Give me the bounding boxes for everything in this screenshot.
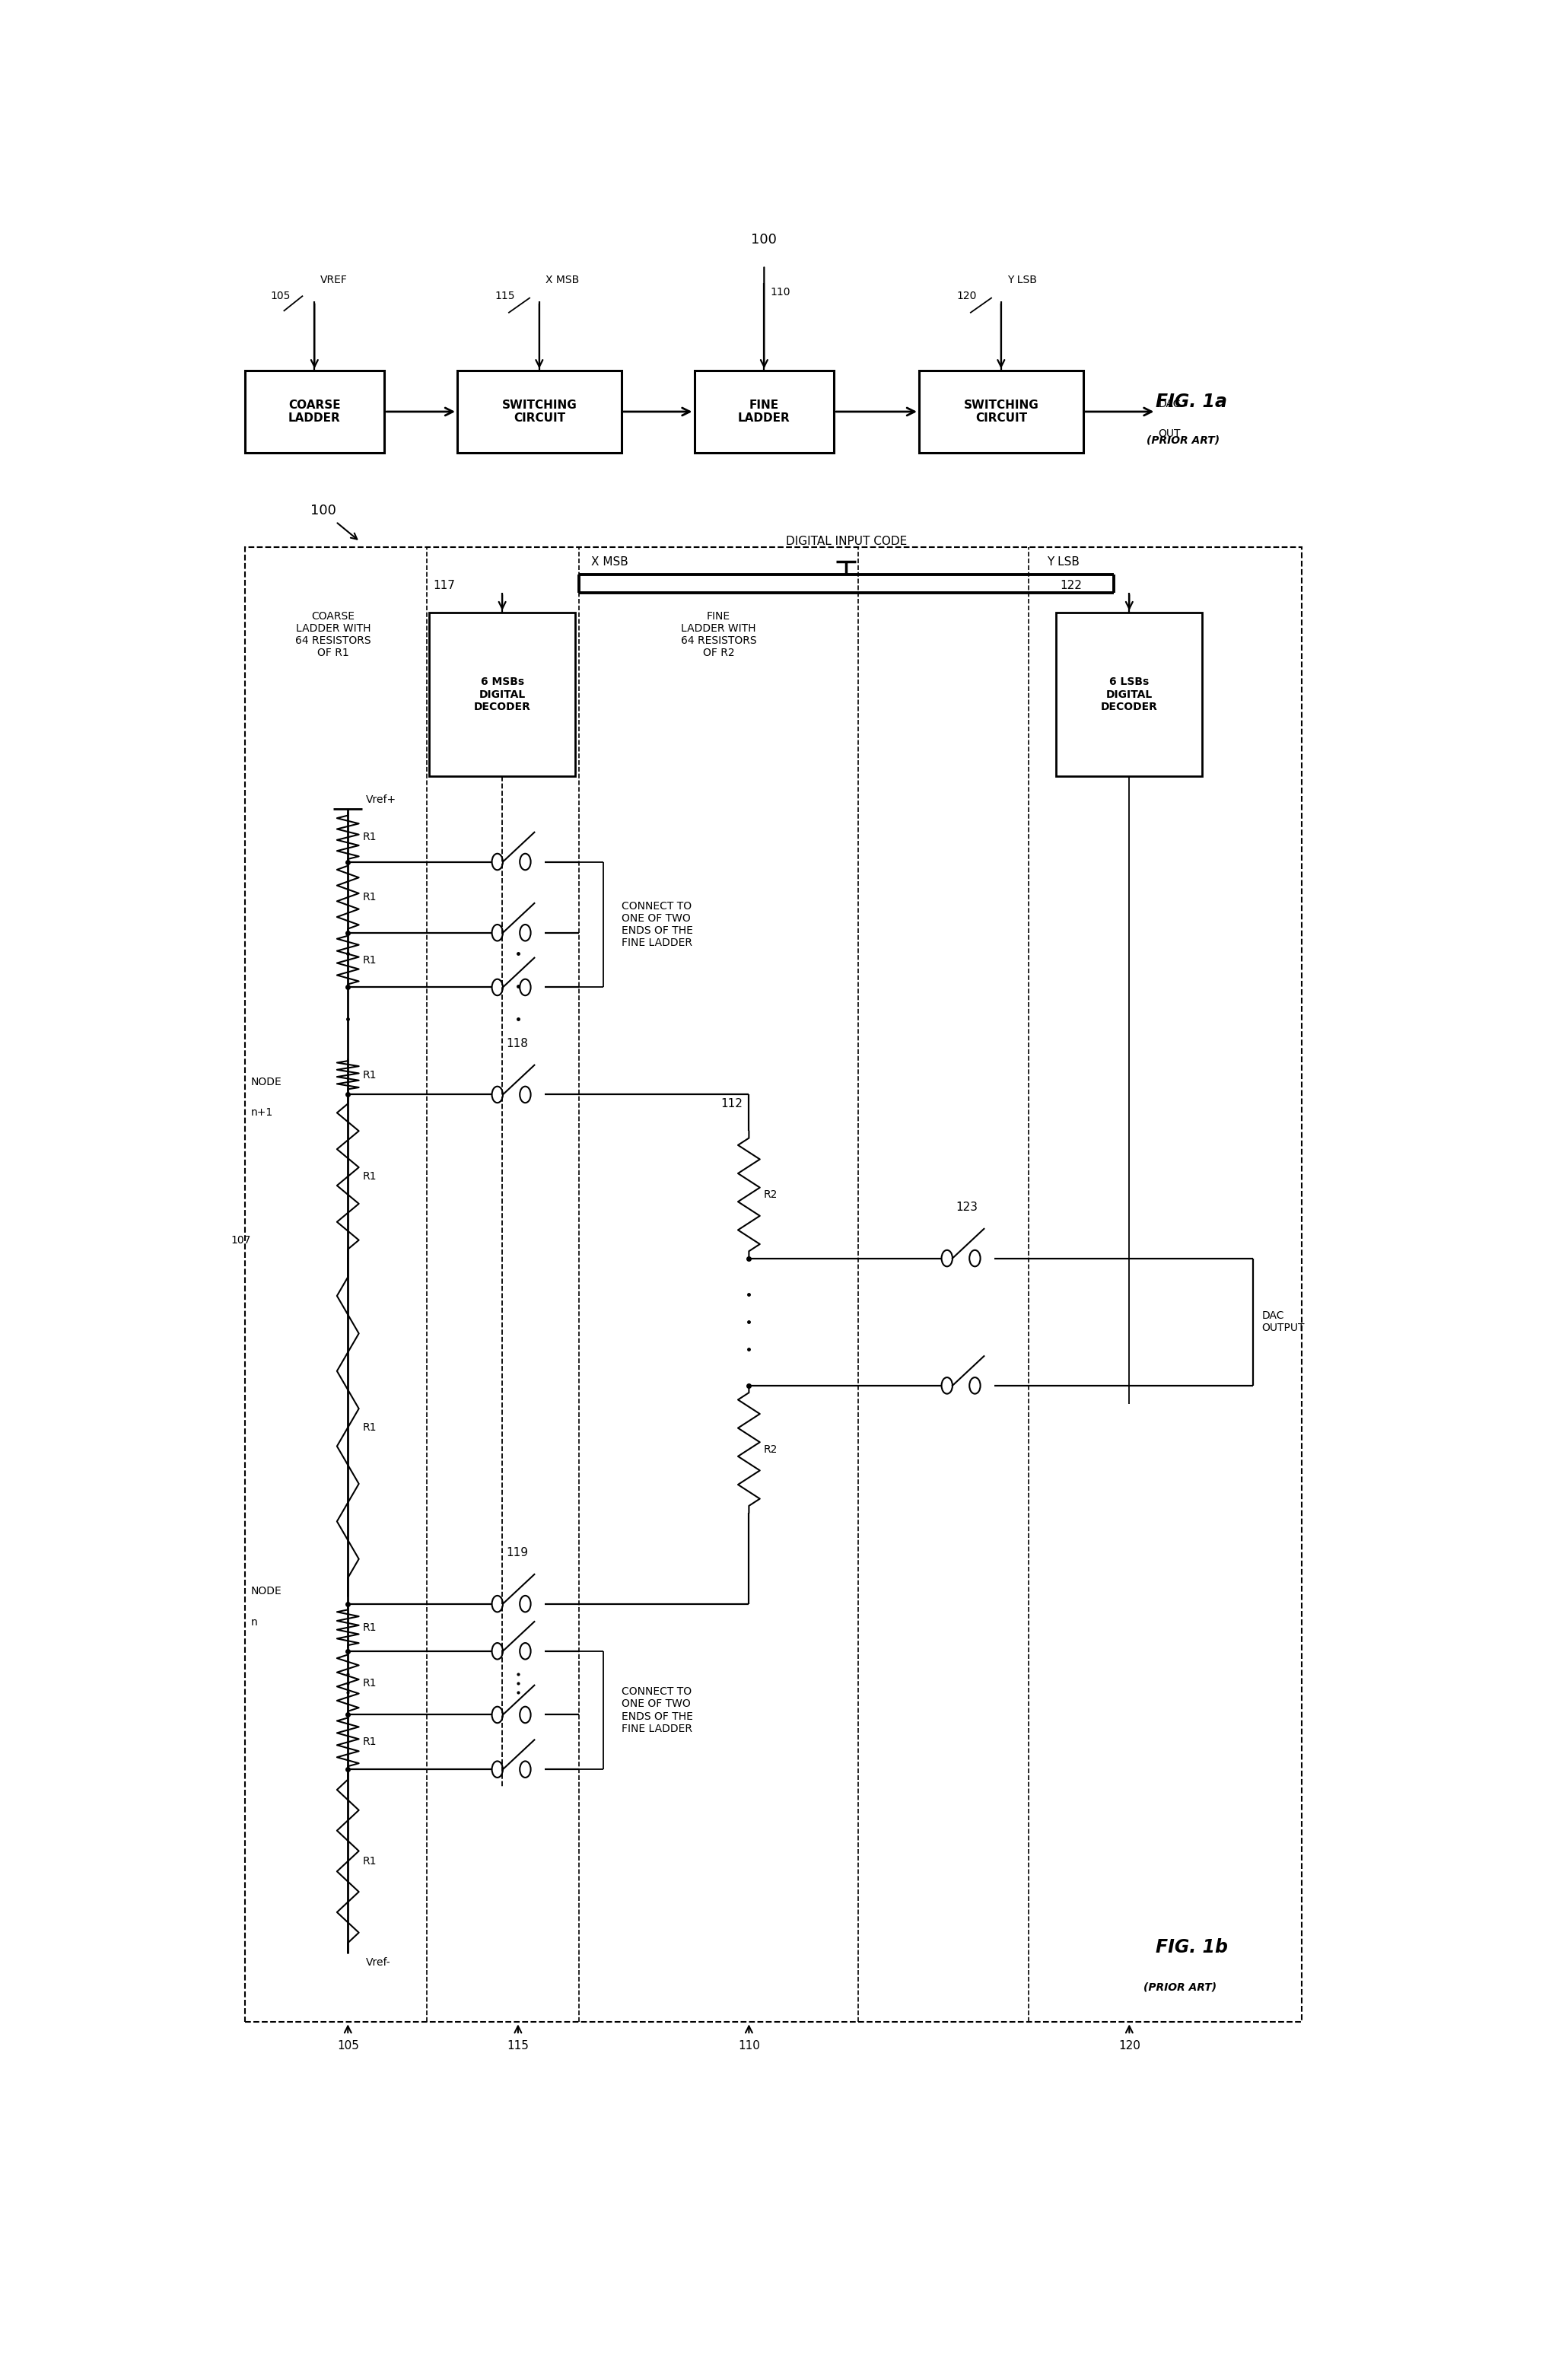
Text: X MSB: X MSB bbox=[546, 274, 579, 286]
Text: 118: 118 bbox=[506, 1037, 528, 1049]
Bar bbox=[695, 371, 834, 454]
Text: SWITCHING
CIRCUIT: SWITCHING CIRCUIT bbox=[502, 399, 577, 425]
Text: COARSE
LADDER: COARSE LADDER bbox=[289, 399, 340, 425]
Text: Y LSB: Y LSB bbox=[1047, 555, 1079, 567]
Text: FINE
LADDER WITH
64 RESISTORS
OF R2: FINE LADDER WITH 64 RESISTORS OF R2 bbox=[681, 612, 756, 659]
Text: 115: 115 bbox=[495, 291, 514, 302]
Text: CONNECT TO
ONE OF TWO
ENDS OF THE
FINE LADDER: CONNECT TO ONE OF TWO ENDS OF THE FINE L… bbox=[621, 1686, 693, 1734]
Text: 6 LSBs
DIGITAL
DECODER: 6 LSBs DIGITAL DECODER bbox=[1101, 678, 1157, 711]
Text: 112: 112 bbox=[721, 1098, 743, 1110]
Bar bbox=[430, 612, 575, 777]
Text: R1: R1 bbox=[362, 1172, 376, 1181]
Text: DAC
OUTPUT: DAC OUTPUT bbox=[1262, 1311, 1305, 1335]
Text: R2: R2 bbox=[764, 1190, 778, 1200]
Text: 110: 110 bbox=[739, 2041, 760, 2053]
Text: 100: 100 bbox=[751, 234, 778, 246]
Text: Y LSB: Y LSB bbox=[1007, 274, 1036, 286]
Text: FINE
LADDER: FINE LADDER bbox=[739, 399, 790, 425]
Text: 120: 120 bbox=[956, 291, 977, 302]
Text: COARSE
LADDER WITH
64 RESISTORS
OF R1: COARSE LADDER WITH 64 RESISTORS OF R1 bbox=[295, 612, 372, 659]
Text: R1: R1 bbox=[362, 1677, 376, 1689]
Text: 100: 100 bbox=[310, 503, 337, 517]
Bar bbox=[245, 548, 1301, 2022]
Bar bbox=[458, 371, 621, 454]
Text: R1: R1 bbox=[362, 1736, 376, 1748]
Text: 110: 110 bbox=[770, 288, 790, 298]
Text: 105: 105 bbox=[337, 2041, 359, 2053]
Text: R1: R1 bbox=[362, 1857, 376, 1866]
Text: R2: R2 bbox=[764, 1443, 778, 1455]
Text: 117: 117 bbox=[433, 579, 455, 590]
Text: VREF: VREF bbox=[320, 274, 348, 286]
Bar bbox=[245, 371, 384, 454]
Text: 105: 105 bbox=[270, 291, 290, 302]
Text: R1: R1 bbox=[362, 1422, 376, 1434]
Text: (PRIOR ART): (PRIOR ART) bbox=[1145, 1982, 1217, 1994]
Text: DIGITAL INPUT CODE: DIGITAL INPUT CODE bbox=[786, 536, 906, 548]
Text: 115: 115 bbox=[506, 2041, 528, 2053]
Text: FIG. 1a: FIG. 1a bbox=[1156, 392, 1228, 411]
Text: Vref+: Vref+ bbox=[367, 794, 397, 805]
Text: CONNECT TO
ONE OF TWO
ENDS OF THE
FINE LADDER: CONNECT TO ONE OF TWO ENDS OF THE FINE L… bbox=[621, 900, 693, 950]
Text: (PRIOR ART): (PRIOR ART) bbox=[1146, 435, 1220, 446]
Text: R1: R1 bbox=[362, 954, 376, 966]
Text: NODE: NODE bbox=[251, 1077, 282, 1087]
Text: FIG. 1b: FIG. 1b bbox=[1156, 1939, 1228, 1956]
Text: OUT: OUT bbox=[1159, 428, 1181, 439]
Text: 123: 123 bbox=[955, 1202, 977, 1214]
Bar bbox=[1057, 612, 1203, 777]
Text: DAC: DAC bbox=[1159, 399, 1181, 409]
Text: 120: 120 bbox=[1118, 2041, 1140, 2053]
Text: R1: R1 bbox=[362, 893, 376, 902]
Text: n+1: n+1 bbox=[251, 1108, 273, 1117]
Text: NODE: NODE bbox=[251, 1585, 282, 1597]
Text: R1: R1 bbox=[362, 1070, 376, 1079]
Text: X MSB: X MSB bbox=[591, 555, 629, 567]
Text: R1: R1 bbox=[362, 831, 376, 843]
Text: 119: 119 bbox=[506, 1547, 528, 1559]
Text: 122: 122 bbox=[1060, 579, 1082, 590]
Text: 6 MSBs
DIGITAL
DECODER: 6 MSBs DIGITAL DECODER bbox=[474, 678, 530, 711]
Text: R1: R1 bbox=[362, 1623, 376, 1632]
Text: SWITCHING
CIRCUIT: SWITCHING CIRCUIT bbox=[963, 399, 1038, 425]
Text: 107: 107 bbox=[230, 1235, 251, 1245]
Text: n: n bbox=[251, 1616, 257, 1627]
Text: Vref-: Vref- bbox=[367, 1956, 390, 1968]
Bar bbox=[919, 371, 1083, 454]
